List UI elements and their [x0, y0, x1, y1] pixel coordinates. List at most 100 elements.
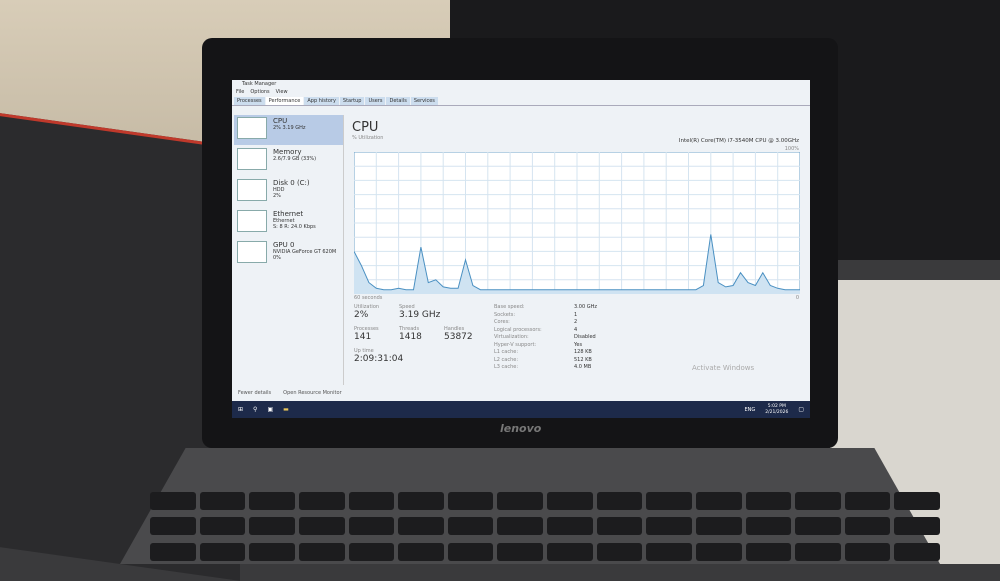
stat-value: 141 [354, 332, 372, 342]
keyboard-key[interactable] [199, 492, 246, 510]
keyboard-key[interactable] [199, 517, 246, 536]
keyboard-key[interactable] [150, 517, 196, 536]
sidebar-item[interactable]: Ethernet Ethernet S: 8 R: 24.0 Kbps [234, 208, 343, 238]
keyboard[interactable] [150, 492, 940, 564]
footer: Fewer details Open Resource Monitor [238, 390, 342, 396]
sidebar-item[interactable]: Memory 2.6/7.9 GB (33%) [234, 146, 343, 176]
keyboard-key[interactable] [844, 517, 891, 536]
keyboard-key[interactable] [398, 542, 444, 561]
keyboard-key[interactable] [596, 542, 643, 561]
keyboard-key[interactable] [795, 542, 841, 561]
sidebar-item-name: Disk 0 (C:) [273, 179, 310, 187]
language-indicator[interactable]: ENG [744, 406, 756, 413]
keyboard-key[interactable] [646, 542, 692, 561]
tab-details[interactable]: Details [386, 97, 410, 105]
sidebar-item[interactable]: GPU 0 NVIDIA GeForce GT 620M 0% [234, 239, 343, 269]
tab-bar: Processes Performance App history Startu… [232, 97, 810, 106]
sidebar-thumbnail [237, 210, 267, 232]
keyboard-key[interactable] [894, 517, 940, 536]
stat: Handles 53872 [444, 326, 473, 342]
keyboard-key[interactable] [894, 542, 940, 561]
keyboard-key[interactable] [497, 542, 543, 561]
keyboard-key[interactable] [646, 492, 692, 510]
keyboard-key[interactable] [298, 492, 345, 510]
spec-label: Hyper-V support: [494, 341, 537, 348]
keyboard-key[interactable] [298, 517, 345, 536]
stat-value: 2:09:31:04 [354, 354, 404, 364]
keyboard-key[interactable] [348, 517, 395, 536]
keyboard-key[interactable] [695, 542, 742, 561]
keyboard-key[interactable] [745, 517, 792, 536]
tab-processes[interactable]: Processes [234, 97, 265, 105]
keyboard-key[interactable] [497, 517, 543, 536]
sidebar-item-name: Memory [273, 148, 302, 156]
keyboard-key[interactable] [497, 492, 543, 510]
task-manager-taskbar-icon[interactable]: ▣ [267, 406, 274, 413]
file-explorer-icon[interactable]: ▬ [283, 406, 289, 413]
stat: Up time 2:09:31:04 [354, 348, 403, 364]
menu-view[interactable]: View [275, 89, 288, 95]
fewer-details-link[interactable]: Fewer details [238, 390, 272, 396]
keyboard-key[interactable] [844, 492, 891, 510]
tab-app-history[interactable]: App history [304, 97, 339, 105]
stat-label: Threads [399, 326, 420, 332]
keyboard-key[interactable] [150, 492, 196, 510]
keyboard-key[interactable] [249, 542, 295, 561]
cpu-area [354, 234, 800, 294]
keyboard-key[interactable] [398, 492, 444, 510]
tab-users[interactable]: Users [365, 97, 386, 105]
keyboard-key[interactable] [795, 492, 841, 510]
windows-start-icon[interactable]: ⊞ [238, 406, 244, 413]
stat: Speed 3.19 GHz [399, 304, 440, 320]
cpu-stats: Utilization 2% Speed 3.19 GHz Processes 141 Th… [354, 304, 794, 374]
tab-services[interactable]: Services [410, 97, 438, 105]
keyboard-key[interactable] [348, 542, 395, 561]
search-icon[interactable]: ⚲ [253, 406, 258, 413]
spec-row: L3 cache: 4.0 MB [494, 364, 744, 371]
keyboard-key[interactable] [447, 542, 494, 561]
keyboard-key[interactable] [646, 517, 692, 536]
clock[interactable]: 5:02 PM 2/21/2026 [765, 404, 788, 415]
keyboard-key[interactable] [547, 542, 593, 561]
tab-performance[interactable]: Performance [265, 97, 304, 105]
keyboard-key[interactable] [447, 517, 494, 536]
sidebar-item[interactable]: Disk 0 (C:) HDD 2% [234, 177, 343, 207]
notifications-icon[interactable]: ▢ [798, 406, 804, 413]
keyboard-key[interactable] [298, 542, 345, 561]
menu-bar: File Options View [232, 89, 810, 97]
menu-file[interactable]: File [236, 89, 245, 95]
keyboard-key[interactable] [249, 492, 295, 510]
keyboard-key[interactable] [695, 492, 742, 510]
keyboard-key[interactable] [844, 542, 891, 561]
menu-options[interactable]: Options [250, 89, 270, 95]
stat-label: Handles [444, 326, 465, 332]
keyboard-key[interactable] [795, 517, 841, 536]
date: 2/21/2026 [765, 409, 789, 415]
keyboard-key[interactable] [596, 517, 643, 536]
keyboard-key[interactable] [447, 492, 494, 510]
tab-startup[interactable]: Startup [339, 97, 365, 105]
keyboard-key[interactable] [745, 542, 792, 561]
keyboard-key[interactable] [547, 517, 593, 536]
keyboard-key[interactable] [547, 492, 593, 510]
page-title: CPU [352, 120, 379, 135]
sidebar-item[interactable]: CPU 2% 3.19 GHz [234, 115, 343, 145]
keyboard-key[interactable] [894, 492, 940, 510]
time: 5:02 PM [767, 404, 786, 409]
spec-label: Virtualization: [494, 334, 529, 340]
keyboard-key[interactable] [199, 542, 246, 561]
keyboard-key[interactable] [150, 542, 196, 561]
keyboard-key[interactable] [348, 492, 395, 510]
stat: Utilization 2% [354, 304, 379, 320]
keyboard-key[interactable] [695, 517, 742, 536]
open-resource-monitor-link[interactable]: Open Resource Monitor [283, 390, 342, 396]
cpu-panel: CPU % Utilization Intel(R) Core(TM) i7-3… [352, 120, 807, 380]
keyboard-key[interactable] [596, 492, 643, 510]
keyboard-key[interactable] [745, 492, 792, 510]
spec-label: Cores: [494, 319, 510, 325]
keyboard-key[interactable] [398, 517, 444, 536]
spec-value: 128 KB [574, 349, 592, 355]
sidebar-thumbnail [237, 241, 267, 263]
stat-label: Processes [354, 326, 379, 332]
keyboard-key[interactable] [249, 517, 295, 536]
